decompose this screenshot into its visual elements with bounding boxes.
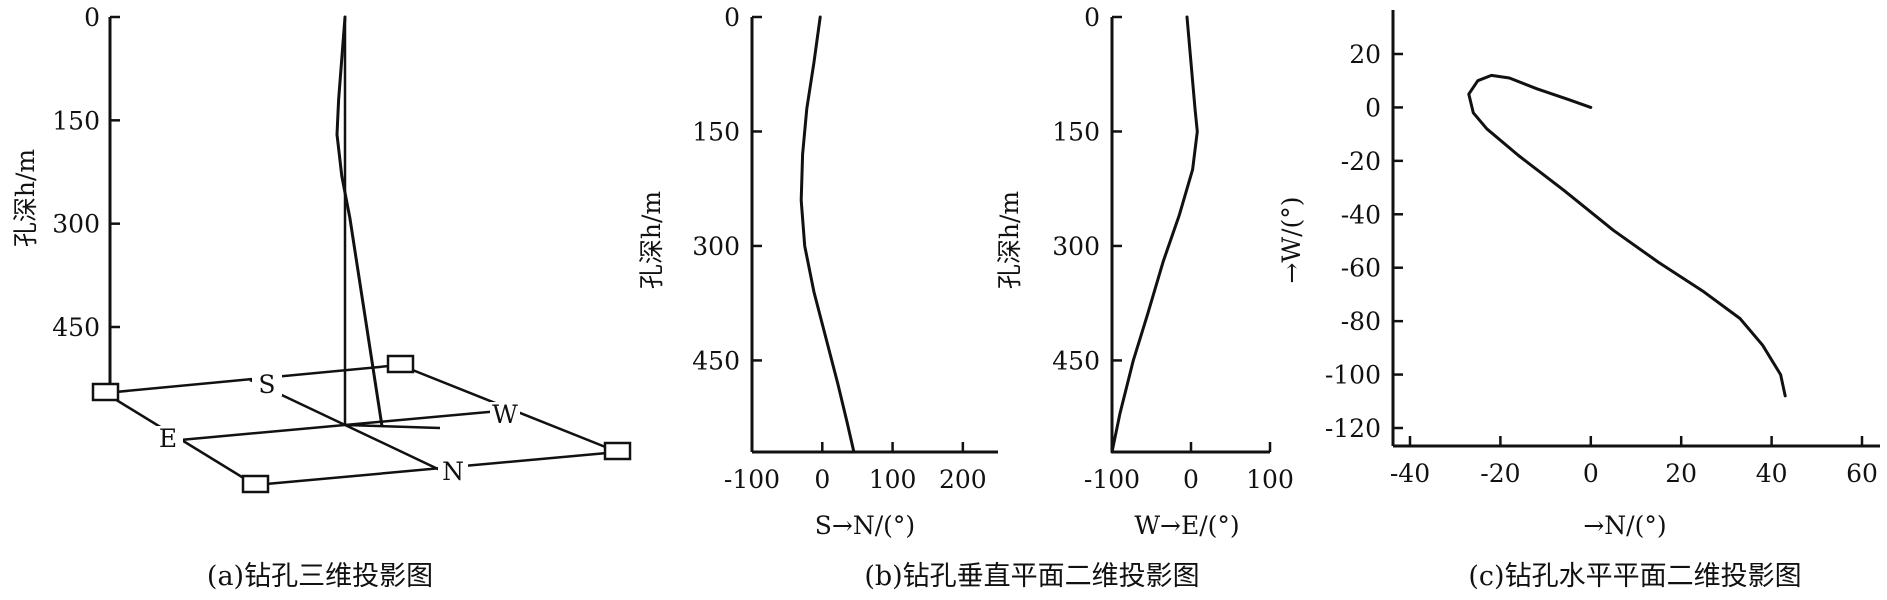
b1-ytick-label-2: 300	[692, 232, 740, 261]
caption-b: (b)钻孔垂直平面二维投影图	[864, 561, 1199, 592]
compass-n-label: N	[442, 457, 464, 486]
panel-b2-trace	[1110, 15, 1199, 454]
caption-a: (a)钻孔三维投影图	[207, 561, 433, 592]
b1-xtick-label-3: 200	[939, 465, 987, 494]
c-ytick-label-4: -60	[1341, 254, 1381, 283]
panel-a-tick-label-1: 150	[52, 106, 100, 135]
panel-b2-axes: 0 150 300 450 -100 0 100	[1052, 3, 1294, 494]
b1-ytick-label-1: 150	[692, 117, 740, 146]
c-ytick-label-6: -100	[1325, 361, 1381, 390]
panel-c: 20 0 -20 -40 -60 -80 -100 -120 -40 -20 0 20 40 60 →W/…	[1277, 10, 1880, 540]
panel-c-y-label: →W/(°)	[1277, 196, 1306, 283]
panel-a-depth-ticks: 0 150 300 450	[52, 3, 120, 342]
compass-w-label: W	[492, 400, 518, 429]
panel-a-bottom-projection	[344, 423, 441, 430]
panel-b2-depth-label: 孔深h/m	[995, 191, 1024, 290]
c-xtick-label-4: 40	[1756, 459, 1788, 488]
b1-xtick-label-1: 0	[814, 465, 830, 494]
compass-s-bg	[252, 372, 282, 396]
b2-ytick-label-0: 0	[1084, 3, 1100, 32]
panel-b2: 0 150 300 450 -100 0 100 孔深h/m W→E/(°)	[995, 3, 1294, 540]
c-xtick-label-5: 60	[1846, 459, 1878, 488]
panel-b1: 0 150 300 450 -100 0 100 200 孔深h/m S→N/(°)	[637, 3, 998, 540]
frame-marker-4	[241, 474, 270, 494]
panel-c-axes: 20 0 -20 -40 -60 -80 -100 -120 -40 -20 0 20 40 60	[1325, 10, 1880, 488]
c-ytick-label-5: -80	[1341, 307, 1381, 336]
c-ytick-label-3: -40	[1341, 200, 1381, 229]
compass-e-bg	[153, 426, 183, 450]
panel-a-borehole-trace	[335, 15, 384, 427]
b1-ytick-label-3: 450	[692, 346, 740, 375]
frame-marker-2	[386, 354, 415, 374]
compass-e-label: E	[159, 424, 177, 453]
b1-ytick-label-0: 0	[724, 3, 740, 32]
b2-xtick-label-2: 100	[1246, 465, 1294, 494]
panel-b1-x-label: S→N/(°)	[815, 511, 915, 540]
panel-a-tick-label-0: 0	[84, 3, 100, 32]
compass-s-label: S	[258, 370, 275, 399]
c-xtick-label-2: 0	[1583, 459, 1599, 488]
c-xtick-label-3: 20	[1665, 459, 1697, 488]
c-xtick-label-0: -40	[1390, 459, 1430, 488]
panel-a-depth-label: 孔深h/m	[11, 149, 40, 248]
b2-xtick-label-0: -100	[1084, 465, 1140, 494]
b2-ytick-label-3: 450	[1052, 346, 1100, 375]
panel-c-trace	[1467, 73, 1787, 398]
panel-a-tick-label-2: 300	[52, 210, 100, 239]
caption-c: (c)钻孔水平平面二维投影图	[1468, 561, 1801, 592]
frame-marker-1	[91, 382, 120, 402]
panel-b2-x-label: W→E/(°)	[1134, 511, 1239, 540]
compass-w-bg	[490, 402, 520, 426]
b1-xtick-label-0: -100	[724, 465, 780, 494]
b2-ytick-label-1: 150	[1052, 117, 1100, 146]
panel-b1-trace	[799, 15, 856, 454]
panel-c-x-label: →N/(°)	[1583, 511, 1666, 540]
c-ytick-label-2: -20	[1341, 147, 1381, 176]
frame-marker-3	[603, 441, 632, 461]
b2-ytick-label-2: 300	[1052, 232, 1100, 261]
c-ytick-label-1: 0	[1365, 93, 1381, 122]
c-xtick-label-1: -20	[1480, 459, 1520, 488]
c-ytick-label-7: -120	[1325, 414, 1381, 443]
b2-xtick-label-1: 0	[1183, 465, 1199, 494]
panel-a: 0 150 300 450 孔深h/m S W E N	[11, 3, 632, 494]
c-ytick-label-0: 20	[1349, 40, 1381, 69]
panel-a-tick-label-3: 450	[52, 313, 100, 342]
b1-xtick-label-2: 100	[869, 465, 917, 494]
compass-n-bg	[438, 458, 468, 484]
panel-b1-depth-label: 孔深h/m	[637, 191, 666, 290]
panel-b1-axes: 0 150 300 450 -100 0 100 200	[692, 3, 998, 494]
panel-a-compass-frame: S W E N	[91, 354, 632, 494]
